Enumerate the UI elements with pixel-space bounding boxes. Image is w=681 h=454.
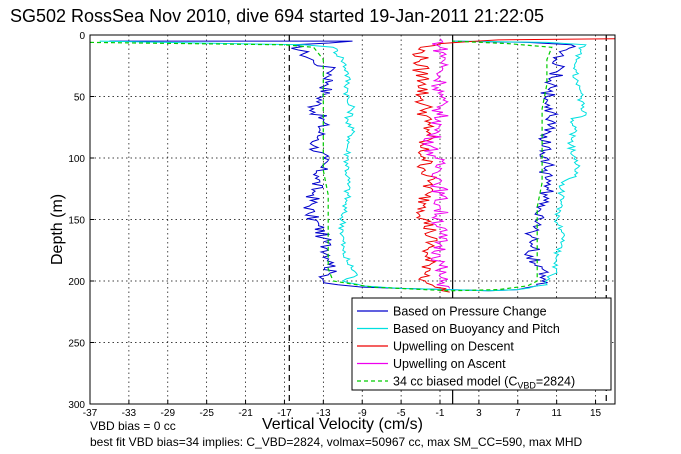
x-tick-label: -25 <box>199 408 214 419</box>
y-tick-label: 250 <box>68 339 85 350</box>
legend-label: Based on Buoyancy and Pitch <box>393 322 560 336</box>
series-line <box>109 40 577 292</box>
y-tick-label: 200 <box>68 277 85 288</box>
series-line <box>422 38 451 289</box>
series-line <box>89 40 553 292</box>
x-tick-label: 15 <box>590 408 602 419</box>
legend: Based on Pressure Change Based on Buoyanc… <box>351 297 612 391</box>
footer-line-2: best fit VBD bias=34 implies: C_VBD=2824… <box>90 435 583 449</box>
x-tick-label: -13 <box>316 408 331 419</box>
legend-label: Upwelling on Descent <box>393 340 514 354</box>
plot-area-frame <box>89 34 616 405</box>
y-tick-label: 100 <box>68 154 85 165</box>
x-tick-label: -21 <box>238 408 253 419</box>
legend-box <box>351 297 612 391</box>
y-tick-label: 50 <box>74 93 86 104</box>
y-tick-labels: 0 50 100 150 200 250 300 <box>68 31 85 411</box>
chart-title: SG502 RossSea Nov 2010, dive 694 started… <box>10 6 544 26</box>
x-tick-label: -1 <box>436 408 445 419</box>
x-tick-label: 11 <box>551 408 562 419</box>
legend-label: Based on Pressure Change <box>393 305 547 319</box>
series-lines <box>89 38 616 293</box>
x-tick-label: -9 <box>358 408 367 419</box>
x-tick-label: -33 <box>122 408 137 419</box>
series-line <box>99 40 587 292</box>
x-tick-label: -5 <box>397 408 406 419</box>
y-tick-label: 150 <box>68 216 85 227</box>
legend-label: 34 cc biased model (CVBD=2824) <box>393 375 575 391</box>
x-axis-label: Vertical Velocity (cm/s) <box>262 416 423 433</box>
x-tick-label: 3 <box>476 408 482 419</box>
legend-label: Upwelling on Ascent <box>393 357 506 371</box>
x-tick-labels: -37 -33 -29 -25 -21 -17 -13 -9 -5 -1 3 7 11 15 <box>83 408 602 419</box>
x-tick-label: -37 <box>83 408 98 419</box>
footer-line-1: VBD bias = 0 cc <box>90 419 176 433</box>
y-axis-label: Depth (m) <box>49 194 66 265</box>
x-tick-label: -17 <box>277 408 292 419</box>
y-tick-label: 0 <box>79 31 85 42</box>
series-line <box>411 38 616 293</box>
x-tick-label: -29 <box>161 408 176 419</box>
x-tick-label: 7 <box>515 408 521 419</box>
y-tick-label: 300 <box>68 400 85 411</box>
